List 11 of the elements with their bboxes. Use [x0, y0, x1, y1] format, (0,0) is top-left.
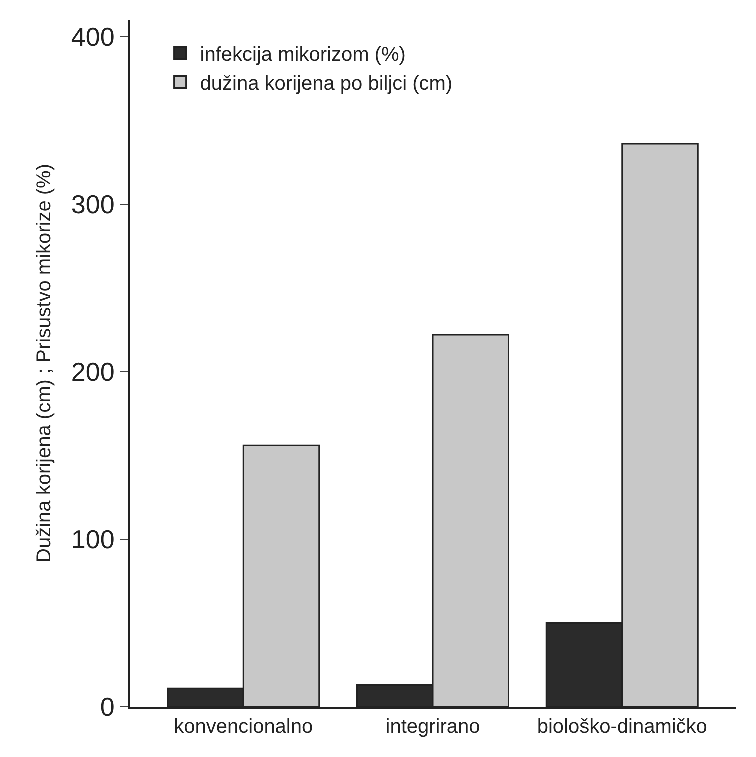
y-tick-label: 400 [71, 22, 115, 52]
x-tick-label: integrirano [386, 716, 480, 738]
x-tick-label: biološko-dinamičko [537, 716, 708, 738]
legend-label: dužina korijena po biljci (cm) [200, 73, 453, 96]
y-axis-title: Dužina korijena (cm) ; Prisustvo mikorize (%) [33, 164, 56, 563]
y-tick-label: 100 [71, 524, 115, 555]
y-tick-label: 200 [71, 356, 115, 387]
y-tick-label: 0 [100, 692, 115, 722]
legend-label: infekcija mikorizom (%) [200, 44, 406, 66]
y-tick-label: 300 [71, 189, 115, 220]
x-tick-label: konvencionalno [174, 716, 314, 738]
